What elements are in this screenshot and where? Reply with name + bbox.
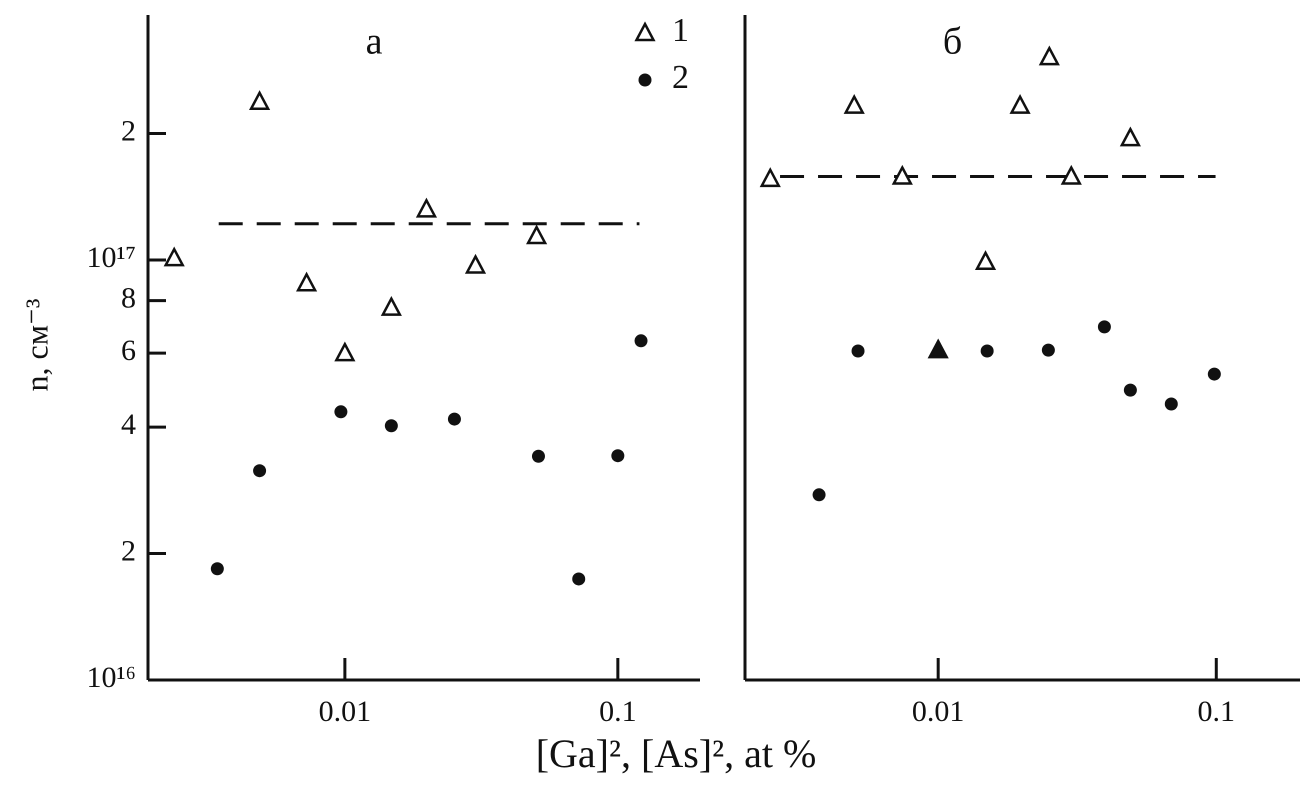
point	[380, 295, 402, 316]
point	[572, 572, 586, 586]
point	[634, 334, 648, 348]
y-tick-label: 10¹⁶	[87, 661, 136, 694]
point	[843, 93, 865, 114]
legend-label: 2	[672, 59, 689, 96]
point	[812, 488, 826, 502]
y-tick-label: 2	[121, 534, 136, 567]
point	[1123, 383, 1137, 397]
x-tick-label: 0.1	[1198, 695, 1236, 728]
x-tick-label: 0.01	[912, 695, 965, 728]
y-tick-label: 6	[121, 334, 136, 367]
panel-title: а	[366, 21, 383, 63]
x-tick-label: 0.1	[599, 695, 637, 728]
point	[248, 90, 271, 111]
point	[927, 338, 949, 359]
point	[1038, 45, 1060, 66]
point	[334, 405, 348, 419]
point	[1097, 320, 1111, 334]
x-axis-label: [Ga]², [As]², at %	[536, 731, 817, 776]
point	[980, 344, 994, 358]
point	[384, 419, 398, 433]
point	[1041, 343, 1055, 357]
point	[464, 253, 487, 274]
y-tick-label: 10¹⁷	[87, 241, 136, 274]
point	[253, 464, 267, 478]
point	[611, 449, 625, 463]
panel-title: б	[943, 21, 962, 63]
point	[759, 167, 781, 188]
point	[210, 562, 224, 576]
legend-label: 1	[672, 12, 689, 49]
x-tick-label: 0.01	[319, 695, 372, 728]
point	[1119, 126, 1141, 147]
point	[415, 197, 438, 218]
point	[447, 412, 461, 426]
legend-marker	[638, 73, 652, 87]
legend-marker	[634, 21, 656, 42]
y-tick-label: 4	[121, 408, 136, 441]
point	[1207, 367, 1221, 381]
y-axis-label: n, см⁻³	[18, 299, 54, 392]
y-tick-label: 8	[121, 282, 136, 315]
point	[531, 449, 545, 463]
point	[163, 246, 185, 267]
point	[1060, 164, 1082, 185]
y-tick-label: 2	[121, 114, 136, 147]
point	[526, 224, 548, 245]
point	[296, 271, 318, 292]
point	[891, 164, 913, 185]
point	[1164, 397, 1178, 411]
point	[851, 344, 865, 358]
point	[1009, 93, 1031, 114]
point	[334, 341, 356, 362]
point	[974, 250, 997, 271]
